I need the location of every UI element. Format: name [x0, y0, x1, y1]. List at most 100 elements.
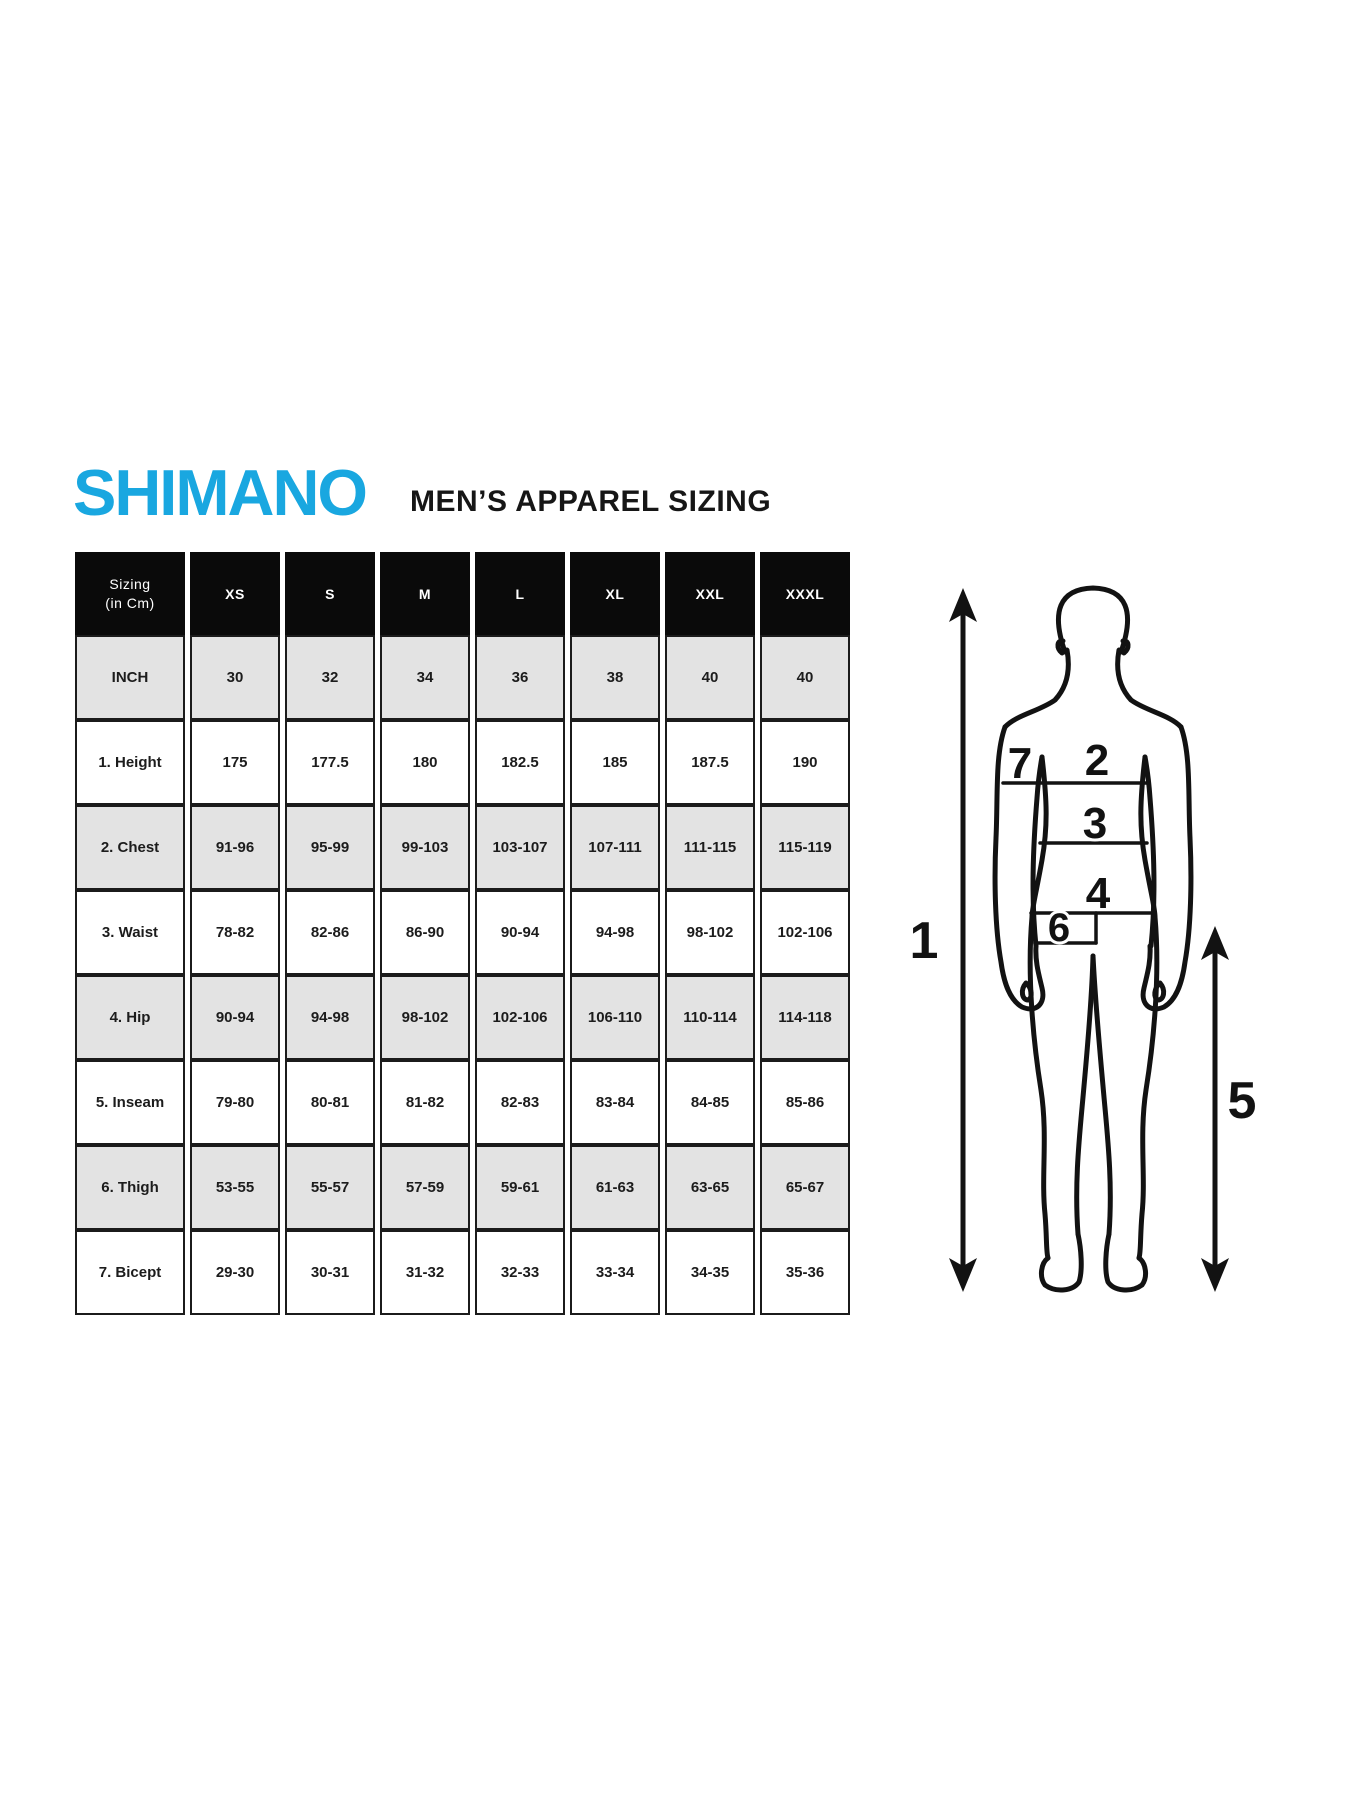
size-value-cell: 63-65 [665, 1145, 755, 1230]
size-value-cell: 182.5 [475, 720, 565, 805]
size-value-cell: 33-34 [570, 1230, 660, 1315]
size-col-header-m: M [380, 552, 470, 635]
table-row-inch: INCH 30 32 34 36 38 40 40 [75, 635, 850, 720]
size-value-cell: 78-82 [190, 890, 280, 975]
size-value-cell: 180 [380, 720, 470, 805]
size-col-header-s: S [285, 552, 375, 635]
size-value-cell: 40 [665, 635, 755, 720]
size-value-cell: 95-99 [285, 805, 375, 890]
table-row-chest: 2. Chest 91-96 95-99 99-103 103-107 107-… [75, 805, 850, 890]
diagram-label-height: 1 [910, 912, 939, 970]
size-value-cell: 103-107 [475, 805, 565, 890]
size-col-header-xs: XS [190, 552, 280, 635]
diagram-label-thigh: 6 [1048, 906, 1070, 950]
inseam-arrow-down-icon [1201, 1258, 1229, 1292]
size-value-cell: 99-103 [380, 805, 470, 890]
table-row-thigh: 6. Thigh 53-55 55-57 57-59 59-61 61-63 6… [75, 1145, 850, 1230]
size-value-cell: 90-94 [190, 975, 280, 1060]
diagram-label-chest: 2 [1085, 736, 1109, 785]
size-value-cell: 61-63 [570, 1145, 660, 1230]
size-value-cell: 175 [190, 720, 280, 805]
size-value-cell: 114-118 [760, 975, 850, 1060]
size-col-header-xxl: XXL [665, 552, 755, 635]
size-value-cell: 98-102 [380, 975, 470, 1060]
size-value-cell: 40 [760, 635, 850, 720]
row-label: 6. Thigh [75, 1145, 185, 1230]
size-value-cell: 55-57 [285, 1145, 375, 1230]
size-value-cell: 59-61 [475, 1145, 565, 1230]
row-label: 3. Waist [75, 890, 185, 975]
diagram-label-hip: 4 [1086, 869, 1111, 918]
size-value-cell: 30 [190, 635, 280, 720]
size-value-cell: 57-59 [380, 1145, 470, 1230]
size-value-cell: 110-114 [665, 975, 755, 1060]
size-value-cell: 90-94 [475, 890, 565, 975]
size-value-cell: 98-102 [665, 890, 755, 975]
size-value-cell: 106-110 [570, 975, 660, 1060]
size-col-header-xl: XL [570, 552, 660, 635]
size-value-cell: 80-81 [285, 1060, 375, 1145]
size-value-cell: 83-84 [570, 1060, 660, 1145]
size-value-cell: 115-119 [760, 805, 850, 890]
table-row-height: 1. Height 175 177.5 180 182.5 185 187.5 … [75, 720, 850, 805]
size-value-cell: 82-86 [285, 890, 375, 975]
size-value-cell: 82-83 [475, 1060, 565, 1145]
table-header-row: Sizing (in Cm) XS S M L XL XXL XXXL [75, 552, 850, 635]
size-value-cell: 32 [285, 635, 375, 720]
corner-line2: (in Cm) [105, 594, 155, 611]
size-value-cell: 65-67 [760, 1145, 850, 1230]
table-row-waist: 3. Waist 78-82 82-86 86-90 90-94 94-98 9… [75, 890, 850, 975]
body-measurement-diagram: 1 5 2 3 4 6 7 [907, 585, 1259, 1293]
figure-right-arm-inner [1142, 754, 1157, 949]
corner-line1: Sizing [109, 576, 151, 593]
size-value-cell: 190 [760, 720, 850, 805]
size-value-cell: 94-98 [570, 890, 660, 975]
figure-right-leg-inner [1090, 953, 1113, 1237]
sizing-table: Sizing (in Cm) XS S M L XL XXL XXXL INCH… [70, 552, 855, 1315]
corner-cell: Sizing (in Cm) [75, 552, 185, 635]
figure-left-arm-outer [992, 724, 1046, 1012]
size-value-cell: 177.5 [285, 720, 375, 805]
diagram-label-waist: 3 [1083, 799, 1107, 848]
size-value-cell: 30-31 [285, 1230, 375, 1315]
size-value-cell: 81-82 [380, 1060, 470, 1145]
table-row-bicept: 7. Bicept 29-30 30-31 31-32 32-33 33-34 … [75, 1230, 850, 1315]
row-label: 1. Height [75, 720, 185, 805]
figure-left-foot [1038, 1231, 1084, 1293]
size-value-cell: 35-36 [760, 1230, 850, 1315]
size-value-cell: 34-35 [665, 1230, 755, 1315]
size-value-cell: 29-30 [190, 1230, 280, 1315]
row-label: 2. Chest [75, 805, 185, 890]
size-value-cell: 107-111 [570, 805, 660, 890]
size-value-cell: 38 [570, 635, 660, 720]
height-arrow-up-icon [949, 588, 977, 622]
table-row-hip: 4. Hip 90-94 94-98 98-102 102-106 106-11… [75, 975, 850, 1060]
inseam-arrow-up-icon [1201, 926, 1229, 960]
height-arrow-down-icon [949, 1258, 977, 1292]
shimano-logo: SHIMANO [73, 456, 368, 529]
size-value-cell: 84-85 [665, 1060, 755, 1145]
size-value-cell: 86-90 [380, 890, 470, 975]
size-col-header-l: L [475, 552, 565, 635]
size-value-cell: 102-106 [760, 890, 850, 975]
figure-right-arm-outer [1140, 724, 1194, 1012]
size-value-cell: 111-115 [665, 805, 755, 890]
figure-neck-left [1002, 647, 1071, 730]
size-value-cell: 36 [475, 635, 565, 720]
row-label: 4. Hip [75, 975, 185, 1060]
figure-neck-right [1115, 647, 1184, 730]
size-value-cell: 187.5 [665, 720, 755, 805]
size-value-cell: 94-98 [285, 975, 375, 1060]
size-value-cell: 32-33 [475, 1230, 565, 1315]
figure-right-foot [1103, 1231, 1149, 1293]
figure-right-thumb [1152, 980, 1167, 1003]
size-col-header-xxxl: XXXL [760, 552, 850, 635]
size-value-cell: 31-32 [380, 1230, 470, 1315]
figure-left-leg-inner [1074, 953, 1096, 1237]
size-value-cell: 91-96 [190, 805, 280, 890]
size-value-cell: 185 [570, 720, 660, 805]
diagram-label-bicep: 7 [1008, 739, 1032, 788]
figure-left-leg-outer [1027, 914, 1051, 1261]
size-value-cell: 53-55 [190, 1145, 280, 1230]
